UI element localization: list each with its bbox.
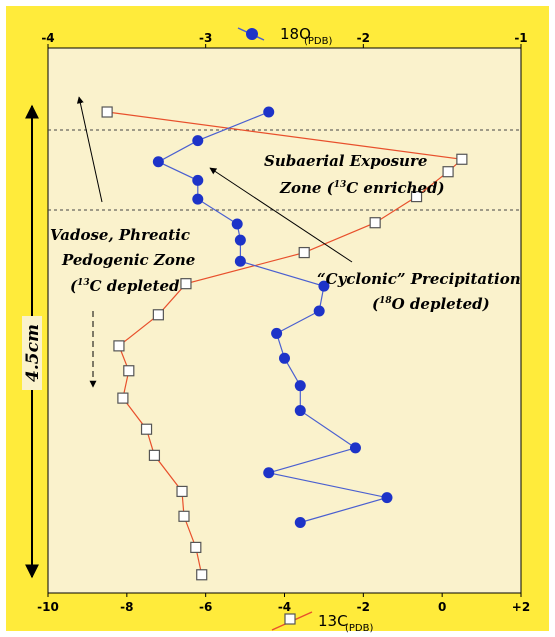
o18-legend-marker (246, 28, 258, 40)
o18-data-point (192, 174, 204, 186)
cyclonic-arrow (209, 167, 353, 263)
plot-area (47, 47, 522, 594)
vadose-label-line2: Pedogenic Zone (61, 251, 195, 269)
cyclonic-label-line2: (18O depleted) (372, 295, 490, 313)
top-axis-title: 18O (PDB) (237, 25, 332, 47)
series-line-18O (157, 111, 388, 524)
o18-data-point (192, 135, 204, 147)
o18-data-point (271, 327, 283, 339)
c13-data-point (176, 485, 188, 498)
c13-data-point (178, 510, 190, 522)
vadose-label-line3: (13C depleted (70, 277, 180, 295)
subaerial-label-line1: Subaerial Exposure (264, 152, 427, 170)
o18-data-point (318, 280, 330, 292)
cyclonic-label-line1: “Cyclonic” Precipitation (317, 270, 521, 288)
top-tick-label: -2 (357, 31, 370, 45)
bottom-axis-ticks: -10 -8 -6 -4 -2 0 +2 (37, 593, 530, 614)
o18-data-point (313, 305, 325, 317)
bottom-tick-label: -4 (278, 600, 291, 614)
o18-data-point (231, 218, 243, 230)
vadose-label-line1: Vadose, Phreatic (50, 226, 190, 244)
c13-data-point (456, 153, 468, 165)
bottom-axis-title-main: 13C (318, 612, 348, 630)
c13-data-point (148, 449, 161, 461)
o18-data-point (294, 380, 306, 392)
c13-legend-marker (284, 613, 296, 625)
o18-data-point (381, 492, 393, 504)
bottom-axis-title: 13C (PDB) (271, 611, 373, 634)
top-axis-title-sub: (PDB) (304, 36, 332, 47)
o18-data-point (234, 234, 246, 246)
c13-data-point (298, 246, 310, 259)
top-tick-label: -4 (41, 31, 54, 45)
bottom-tick-label: -8 (120, 600, 133, 614)
c13-data-point (442, 166, 454, 178)
depth-label-background (22, 316, 42, 390)
c13-data-point (196, 569, 208, 581)
bottom-tick-label: -10 (37, 600, 59, 614)
bottom-tick-label: -6 (199, 600, 212, 614)
c13-data-point (152, 309, 164, 321)
c13-data-point (101, 106, 113, 118)
top-tick-label: -1 (514, 31, 527, 45)
o18-data-point (152, 156, 164, 168)
o18-data-point (263, 106, 275, 118)
top-axis-ticks: -4 -3 -2 -1 (41, 31, 528, 48)
o18-data-point (349, 442, 361, 454)
c13-data-point (369, 217, 381, 229)
c13-data-point (113, 340, 125, 352)
vadose-up-arrow (76, 96, 103, 203)
c13-data-point (117, 392, 129, 404)
top-axis-title-main: 18O (280, 25, 311, 43)
bottom-tick-label: +2 (512, 600, 530, 614)
series-13c (101, 106, 468, 581)
top-tick-label: -3 (199, 31, 212, 45)
c13-data-point (190, 541, 202, 554)
bottom-tick-label: 0 (438, 600, 446, 614)
subaerial-label-line2: Zone (13C enriched) (279, 179, 445, 197)
c13-data-point (180, 278, 192, 290)
o18-data-point (294, 517, 306, 529)
bottom-tick-label: -2 (357, 600, 370, 614)
depth-scale-label: 4.5cm (23, 324, 43, 382)
c13-data-point (140, 423, 153, 435)
o18-data-point (234, 255, 246, 267)
series-18o (152, 106, 393, 529)
o18-data-point (192, 193, 204, 205)
c13-data-point (410, 190, 423, 203)
o18-data-point (279, 352, 290, 364)
o18-data-point (294, 405, 306, 417)
bottom-axis-title-sub: (PDB) (345, 623, 373, 634)
o18-data-point (263, 467, 275, 479)
c13-data-point (123, 365, 135, 377)
